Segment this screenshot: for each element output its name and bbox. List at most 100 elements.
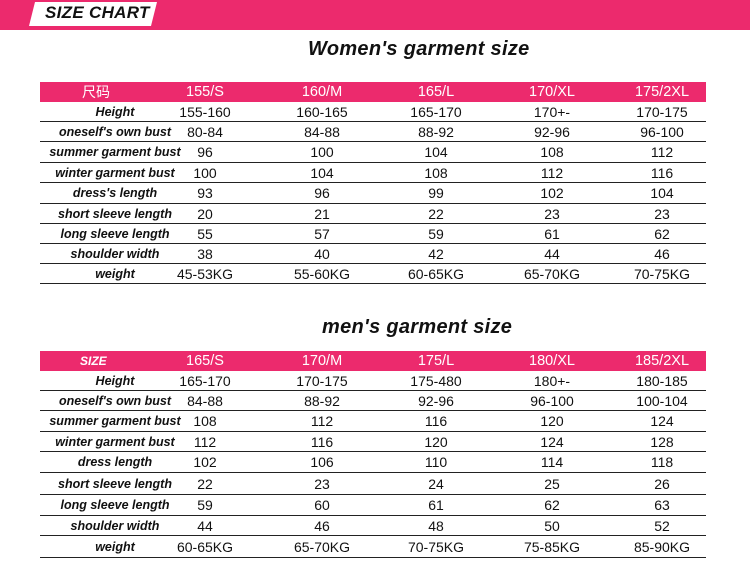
men-table-cell: 175-480 (410, 372, 462, 389)
men-header-size: 170/M (301, 353, 343, 369)
men-table-cell: 88-92 (304, 392, 340, 409)
women-row-label: winter garment bust (55, 165, 175, 180)
men-table-cell: 170-175 (296, 372, 348, 389)
men-section-title: men's garment size (322, 316, 513, 338)
men-table-cell: 120 (424, 433, 448, 450)
women-header-label: 尺码 (82, 84, 110, 100)
men-table-cell: 63 (654, 497, 670, 513)
women-row-label: shoulder width (70, 246, 160, 261)
men-table-cell: 165-170 (179, 372, 231, 389)
women-table-cell: 55 (197, 225, 213, 242)
women-table-cell: 42 (428, 245, 444, 262)
women-table-cell: 96 (314, 185, 330, 201)
women-row-label: weight (95, 266, 135, 281)
women-table-cell: 46 (654, 245, 670, 262)
men-table-cell: 61 (428, 497, 444, 513)
men-row-label: short sleeve length (58, 476, 172, 491)
women-table-row: oneself's own bust 80-84 84-88 88-92 92-96 96… (40, 122, 706, 142)
women-table-cell: 155-160 (179, 103, 231, 120)
women-table-cell: 61 (544, 225, 560, 242)
men-row-label: winter garment bust (55, 434, 175, 449)
women-table-cell: 44 (544, 245, 560, 262)
men-row-label: dress length (77, 455, 153, 469)
men-table-cell: 96-100 (530, 392, 574, 409)
women-table-cell: 99 (428, 185, 444, 201)
men-table-cell: 108 (193, 413, 217, 429)
women-table-cell: 108 (540, 144, 564, 160)
men-table-row: shoulder width 44 46 48 50 52 (40, 516, 706, 536)
men-table-cell: 128 (650, 433, 674, 450)
women-header-size: 175/2XL (634, 84, 690, 100)
men-table-cell: 60-65KG (176, 538, 234, 555)
women-table-cell: 62 (654, 225, 670, 242)
women-table-cell: 112 (650, 144, 674, 160)
men-table-cell: 60 (314, 497, 330, 513)
men-table-cell: 114 (540, 454, 564, 470)
women-table-cell: 160-165 (296, 103, 348, 120)
women-table-cell: 22 (428, 205, 444, 222)
women-table-cell: 100 (193, 164, 217, 181)
women-table-cell: 55-60KG (293, 265, 351, 282)
men-row-label: summer garment bust (49, 414, 181, 428)
men-header-row: SIZE 165/S 170/M 175/L 180/XL 185/2XL (40, 351, 706, 371)
women-table-cell: 80-84 (187, 123, 223, 140)
men-table-cell: 59 (197, 497, 213, 513)
men-header-size: 180/XL (529, 353, 575, 369)
women-table-cell: 104 (650, 185, 674, 201)
women-table-cell: 59 (428, 225, 444, 242)
women-table-cell: 23 (654, 205, 670, 222)
women-table-row: summer garment bust 96 100 104 108 112 (40, 142, 706, 163)
women-table-cell: 104 (424, 144, 448, 160)
women-table-cell: 38 (197, 245, 213, 262)
men-table-cell: 75-85KG (523, 538, 581, 555)
men-table-cell: 124 (540, 433, 564, 450)
women-row-label: oneself's own bust (58, 124, 171, 139)
men-table-row: short sleeve length 22 23 24 25 26 (40, 473, 706, 495)
women-table-cell: 96-100 (640, 123, 684, 140)
women-table-cell: 84-88 (304, 123, 340, 140)
women-header-size: 155/S (186, 84, 224, 100)
men-table-cell: 26 (654, 475, 670, 492)
men-table-cell: 106 (310, 454, 334, 470)
women-table-row: dress's length 93 96 99 102 104 (40, 183, 706, 204)
women-section-title: Women's garment size (308, 38, 530, 60)
women-table-row: Height 155-160 160-165 165-170 170+- 170-175 (40, 102, 706, 122)
men-table-cell: 85-90KG (633, 538, 691, 555)
women-table-cell: 112 (540, 164, 564, 181)
women-row-label: long sleeve length (60, 226, 170, 241)
women-row-label: short sleeve length (58, 206, 172, 221)
women-table-row: short sleeve length 20 21 22 23 23 (40, 204, 706, 224)
men-header-size: 165/S (186, 353, 224, 369)
men-table-cell: 24 (428, 475, 444, 492)
men-table-row: dress length 102 106 110 114 118 (40, 452, 706, 473)
men-table-cell: 92-96 (418, 392, 454, 409)
women-header-size: 160/M (301, 84, 343, 100)
women-table-cell: 23 (544, 205, 560, 222)
men-table-row: oneself's own bust 84-88 88-92 92-96 96-100 1… (40, 391, 706, 411)
women-table-cell: 40 (314, 245, 330, 262)
men-table-cell: 52 (654, 517, 670, 534)
women-header-size: 170/XL (529, 84, 575, 100)
men-table-cell: 102 (193, 454, 217, 470)
men-table-cell: 100-104 (636, 392, 688, 409)
men-table-cell: 118 (650, 454, 674, 470)
men-table-cell: 44 (197, 517, 213, 534)
men-table-cell: 112 (310, 413, 334, 429)
men-row-label: long sleeve length (60, 498, 170, 512)
women-table-row: winter garment bust 100 104 108 112 116 (40, 163, 706, 183)
women-table-cell: 21 (314, 205, 330, 222)
men-row-label: shoulder width (70, 518, 160, 533)
men-table-cell: 110 (424, 454, 448, 470)
men-table-cell: 180+- (533, 372, 571, 389)
women-table-cell: 102 (540, 185, 564, 201)
women-table-cell: 88-92 (418, 123, 454, 140)
men-table-cell: 50 (544, 517, 560, 534)
men-table-cell: 70-75KG (407, 538, 465, 555)
men-header-label: SIZE (80, 354, 107, 368)
women-table-row: shoulder width 38 40 42 44 46 (40, 244, 706, 264)
men-table-cell: 84-88 (187, 392, 223, 409)
women-table-cell: 108 (424, 164, 448, 181)
men-table-cell: 23 (314, 475, 330, 492)
women-table-cell: 65-70KG (523, 265, 581, 282)
women-table-cell: 20 (197, 205, 213, 222)
